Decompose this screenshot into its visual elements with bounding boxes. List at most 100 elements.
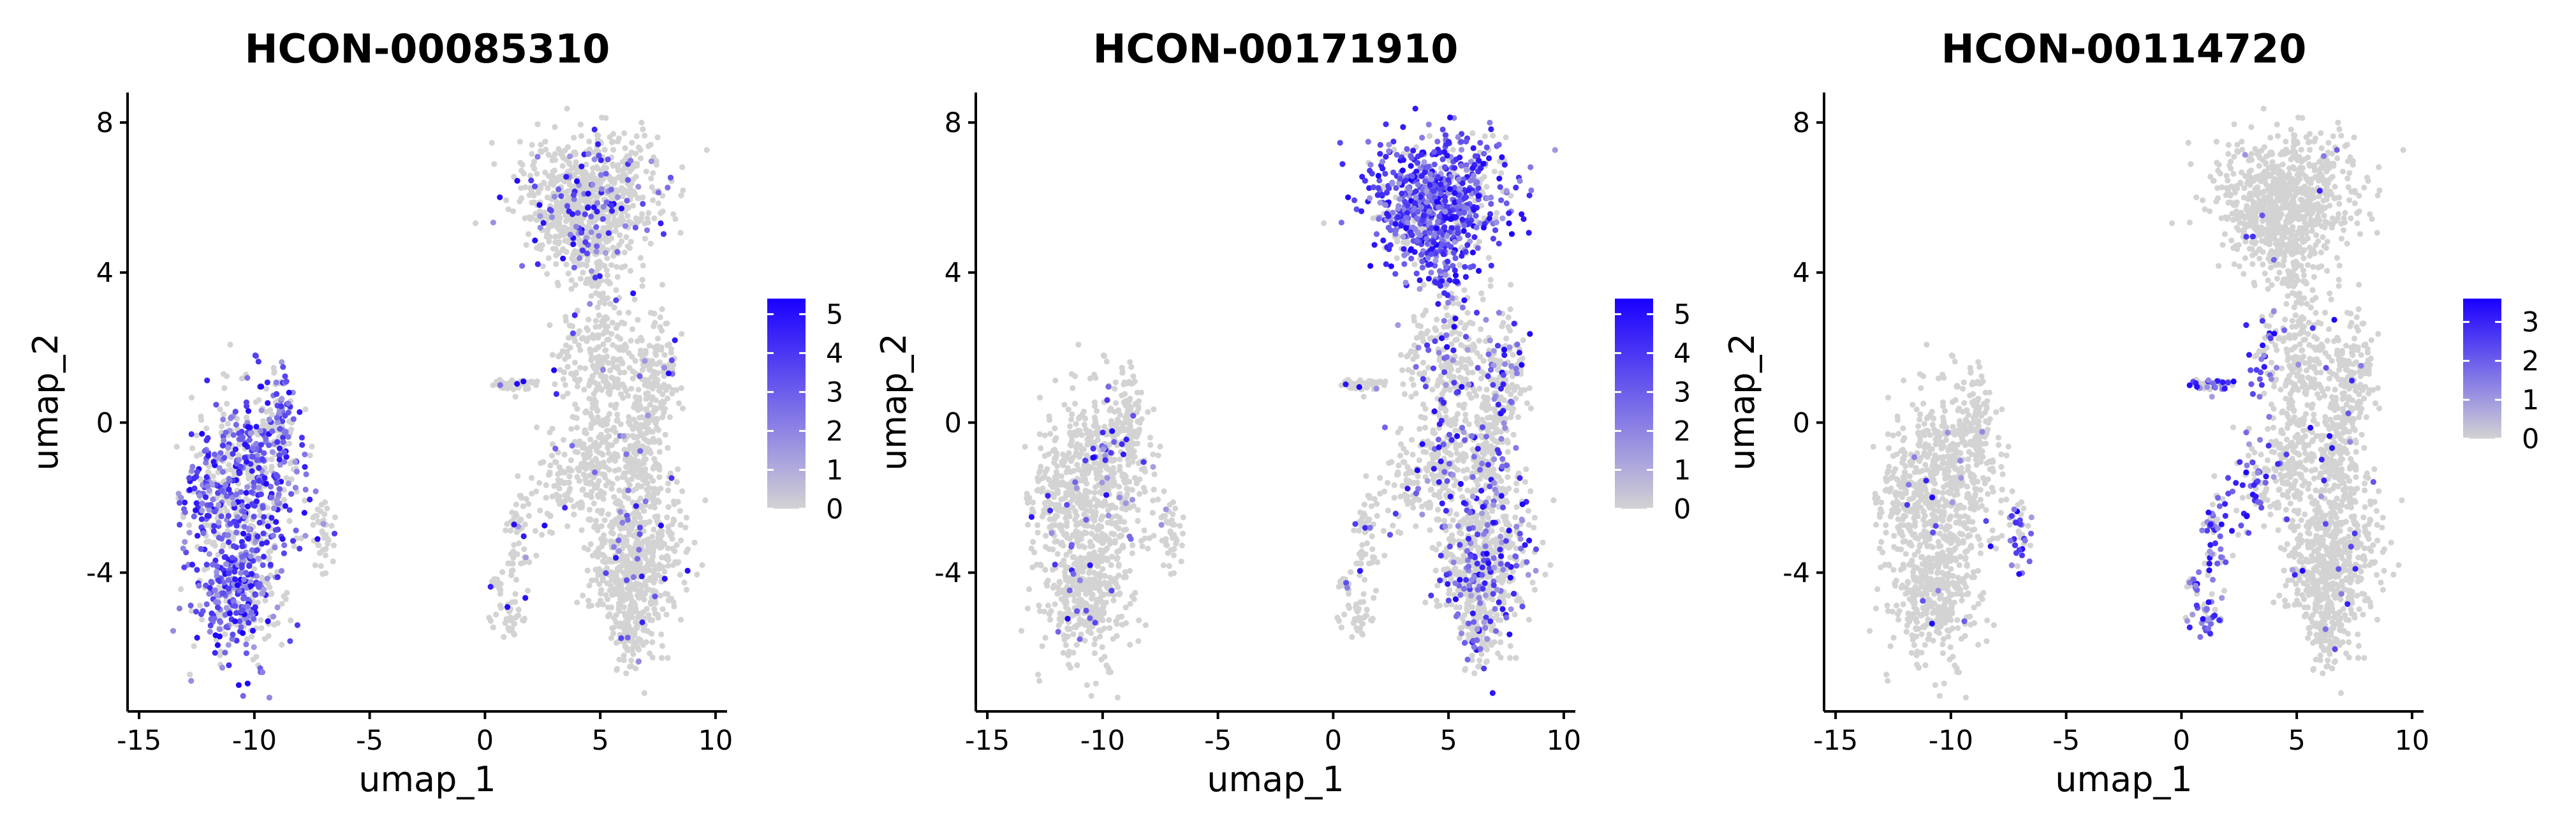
cell-point	[560, 436, 567, 443]
cell-point	[1105, 487, 1112, 493]
cell-point	[294, 622, 300, 628]
legend-tick-label: 0	[826, 493, 843, 525]
cell-point	[251, 644, 257, 650]
cell-point	[587, 301, 593, 307]
cell-point	[1036, 431, 1043, 438]
cell-point	[213, 598, 219, 605]
cell-point	[564, 523, 571, 530]
cell-point	[515, 473, 521, 479]
cell-point	[628, 181, 635, 187]
cell-point	[521, 546, 527, 553]
cell-point	[608, 530, 615, 536]
cell-point	[1461, 287, 1468, 293]
cell-point	[650, 197, 656, 204]
cell-point	[473, 220, 479, 227]
cell-point	[567, 232, 573, 238]
cell-point	[1077, 554, 1084, 561]
cell-point	[523, 554, 529, 561]
cell-point	[1157, 443, 1163, 450]
cell-point	[1128, 380, 1135, 387]
cell-point	[285, 434, 291, 440]
cell-point	[230, 543, 237, 549]
cell-point	[1170, 552, 1177, 559]
cell-point	[624, 212, 631, 219]
cell-point	[245, 408, 252, 414]
cell-point	[1114, 416, 1121, 423]
cell-point	[552, 193, 558, 200]
cell-point	[182, 499, 188, 506]
cell-point	[646, 343, 653, 349]
cell-point	[205, 469, 211, 475]
cell-point	[282, 503, 288, 509]
cell-point	[615, 623, 622, 629]
cell-point	[239, 554, 246, 560]
cell-point	[1411, 261, 1418, 268]
cell-point	[1123, 397, 1130, 404]
cell-point	[193, 500, 200, 507]
x-tick-label: 10	[698, 725, 733, 757]
cell-point	[246, 620, 252, 626]
cell-point	[520, 378, 527, 385]
cell-point	[1077, 596, 1084, 603]
cell-point	[658, 655, 665, 661]
cell-point	[606, 433, 612, 440]
cell-point	[556, 186, 562, 193]
panel-title: HCON-00085310	[245, 26, 610, 72]
cell-point	[519, 195, 525, 202]
cell-point	[592, 274, 599, 281]
cell-point	[216, 519, 222, 526]
cell-point	[312, 562, 318, 568]
cell-point	[656, 463, 663, 470]
cell-point	[603, 570, 609, 576]
cell-point	[644, 438, 650, 444]
cell-point	[1452, 427, 1459, 434]
cell-point	[496, 583, 503, 589]
cell-point	[570, 204, 577, 211]
cell-point	[627, 588, 634, 594]
cell-point	[1043, 533, 1049, 539]
cell-point	[1041, 473, 1048, 480]
cell-point	[1101, 653, 1108, 660]
cell-point	[1078, 561, 1085, 567]
cell-point	[269, 590, 275, 597]
cell-point	[271, 621, 277, 628]
cell-point	[186, 522, 193, 528]
cell-point	[643, 396, 649, 403]
cell-point	[1059, 539, 1065, 546]
cell-point	[239, 375, 245, 382]
cell-point	[1172, 505, 1179, 512]
cell-point	[1429, 387, 1436, 393]
cell-point	[642, 358, 648, 364]
cell-point	[199, 616, 205, 623]
cell-point	[632, 225, 639, 231]
cell-point	[1073, 642, 1080, 648]
cell-point	[256, 464, 262, 472]
cell-point	[586, 583, 592, 589]
cell-point	[1137, 491, 1143, 497]
cell-point	[214, 604, 221, 611]
cell-point	[282, 413, 288, 419]
cell-point	[612, 500, 619, 506]
cell-point	[553, 390, 560, 397]
cell-point	[514, 381, 520, 387]
cell-point	[330, 542, 337, 549]
cell-point	[1121, 505, 1128, 512]
cell-point	[594, 549, 601, 556]
y-axis-label: umap_2	[26, 333, 66, 471]
cell-point	[1052, 601, 1058, 607]
cell-point	[645, 412, 651, 419]
cell-point	[515, 540, 522, 547]
cell-point	[221, 455, 228, 461]
cell-point	[585, 198, 592, 205]
cell-point	[1059, 459, 1065, 465]
cell-point	[259, 590, 266, 597]
cell-point	[269, 456, 275, 463]
cell-point	[204, 483, 210, 489]
cell-point	[564, 352, 571, 359]
cell-point	[645, 490, 652, 496]
cell-point	[646, 366, 652, 373]
cell-point	[239, 503, 246, 509]
cell-point	[254, 599, 261, 605]
cell-point	[203, 601, 210, 607]
cell-point	[571, 376, 578, 382]
